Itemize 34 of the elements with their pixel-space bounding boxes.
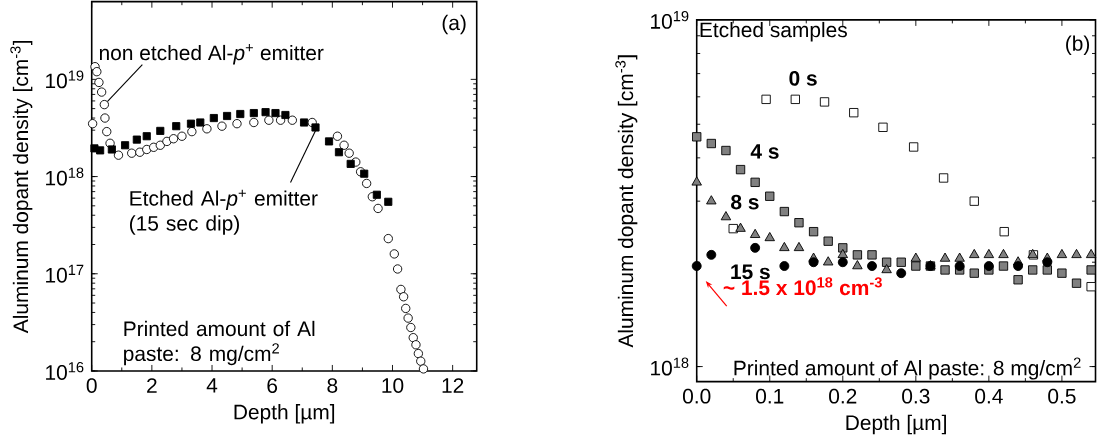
legend-label: Etched Al-p$^{+}$ emitter (15 sec dip) — [129, 189, 318, 235]
y-tick-label: 10$^{18}$ — [46, 167, 84, 186]
series-label: 0 s — [789, 70, 817, 86]
annotation: Printed amount of Al paste: 8 mg/cm$^{2}$ — [734, 357, 1081, 380]
x-tick-label: 0.5 — [1048, 388, 1076, 404]
annotation: (b) — [1066, 35, 1090, 55]
series-label: 4 s — [750, 144, 779, 159]
x-tick-label: 4 — [206, 378, 218, 393]
x-tick-label: 0.2 — [829, 388, 857, 404]
y-tick-label: 10$^{16}$ — [46, 362, 84, 380]
x-tick-label: 8 — [327, 378, 338, 393]
x-tick-label: 2 — [147, 378, 157, 393]
annotation: Etched samples — [700, 21, 847, 42]
x-tick-label: 10 — [382, 378, 404, 393]
y-axis-title: Aluminum dopant density [cm$^{-3}$] — [10, 40, 33, 334]
y-tick-label: 10$^{18}$ — [651, 357, 689, 376]
y-tick-label: 10$^{19}$ — [651, 10, 689, 29]
series-label: non etched Al-p$^{+}$ emitter — [99, 44, 324, 65]
x-tick-label: 0.3 — [902, 388, 930, 404]
x-tick-label: 0 — [86, 378, 97, 393]
x-tick-label: 0.4 — [975, 388, 1003, 404]
x-axis-title: Depth [µm] — [846, 414, 946, 435]
x-tick-label: 0.0 — [682, 388, 711, 404]
y-tick-label: 10$^{17}$ — [46, 264, 84, 283]
annotation: (a) — [442, 14, 466, 35]
legend-label: 8 s — [731, 194, 759, 210]
annotation: Printed amount of Al paste: 8 mg/cm$^{2}$ — [124, 320, 315, 366]
y-axis-title: Aluminum dopant density [cm$^{-3}$] — [615, 55, 638, 348]
x-tick-label: 0.1 — [756, 388, 784, 404]
y-tick-label: 10$^{19}$ — [46, 70, 84, 89]
x-tick-label: 6 — [267, 378, 278, 393]
series-label: 15 s — [731, 264, 770, 280]
x-tick-label: 12 — [442, 378, 464, 393]
x-axis-title: Depth [µm] — [234, 404, 335, 424]
